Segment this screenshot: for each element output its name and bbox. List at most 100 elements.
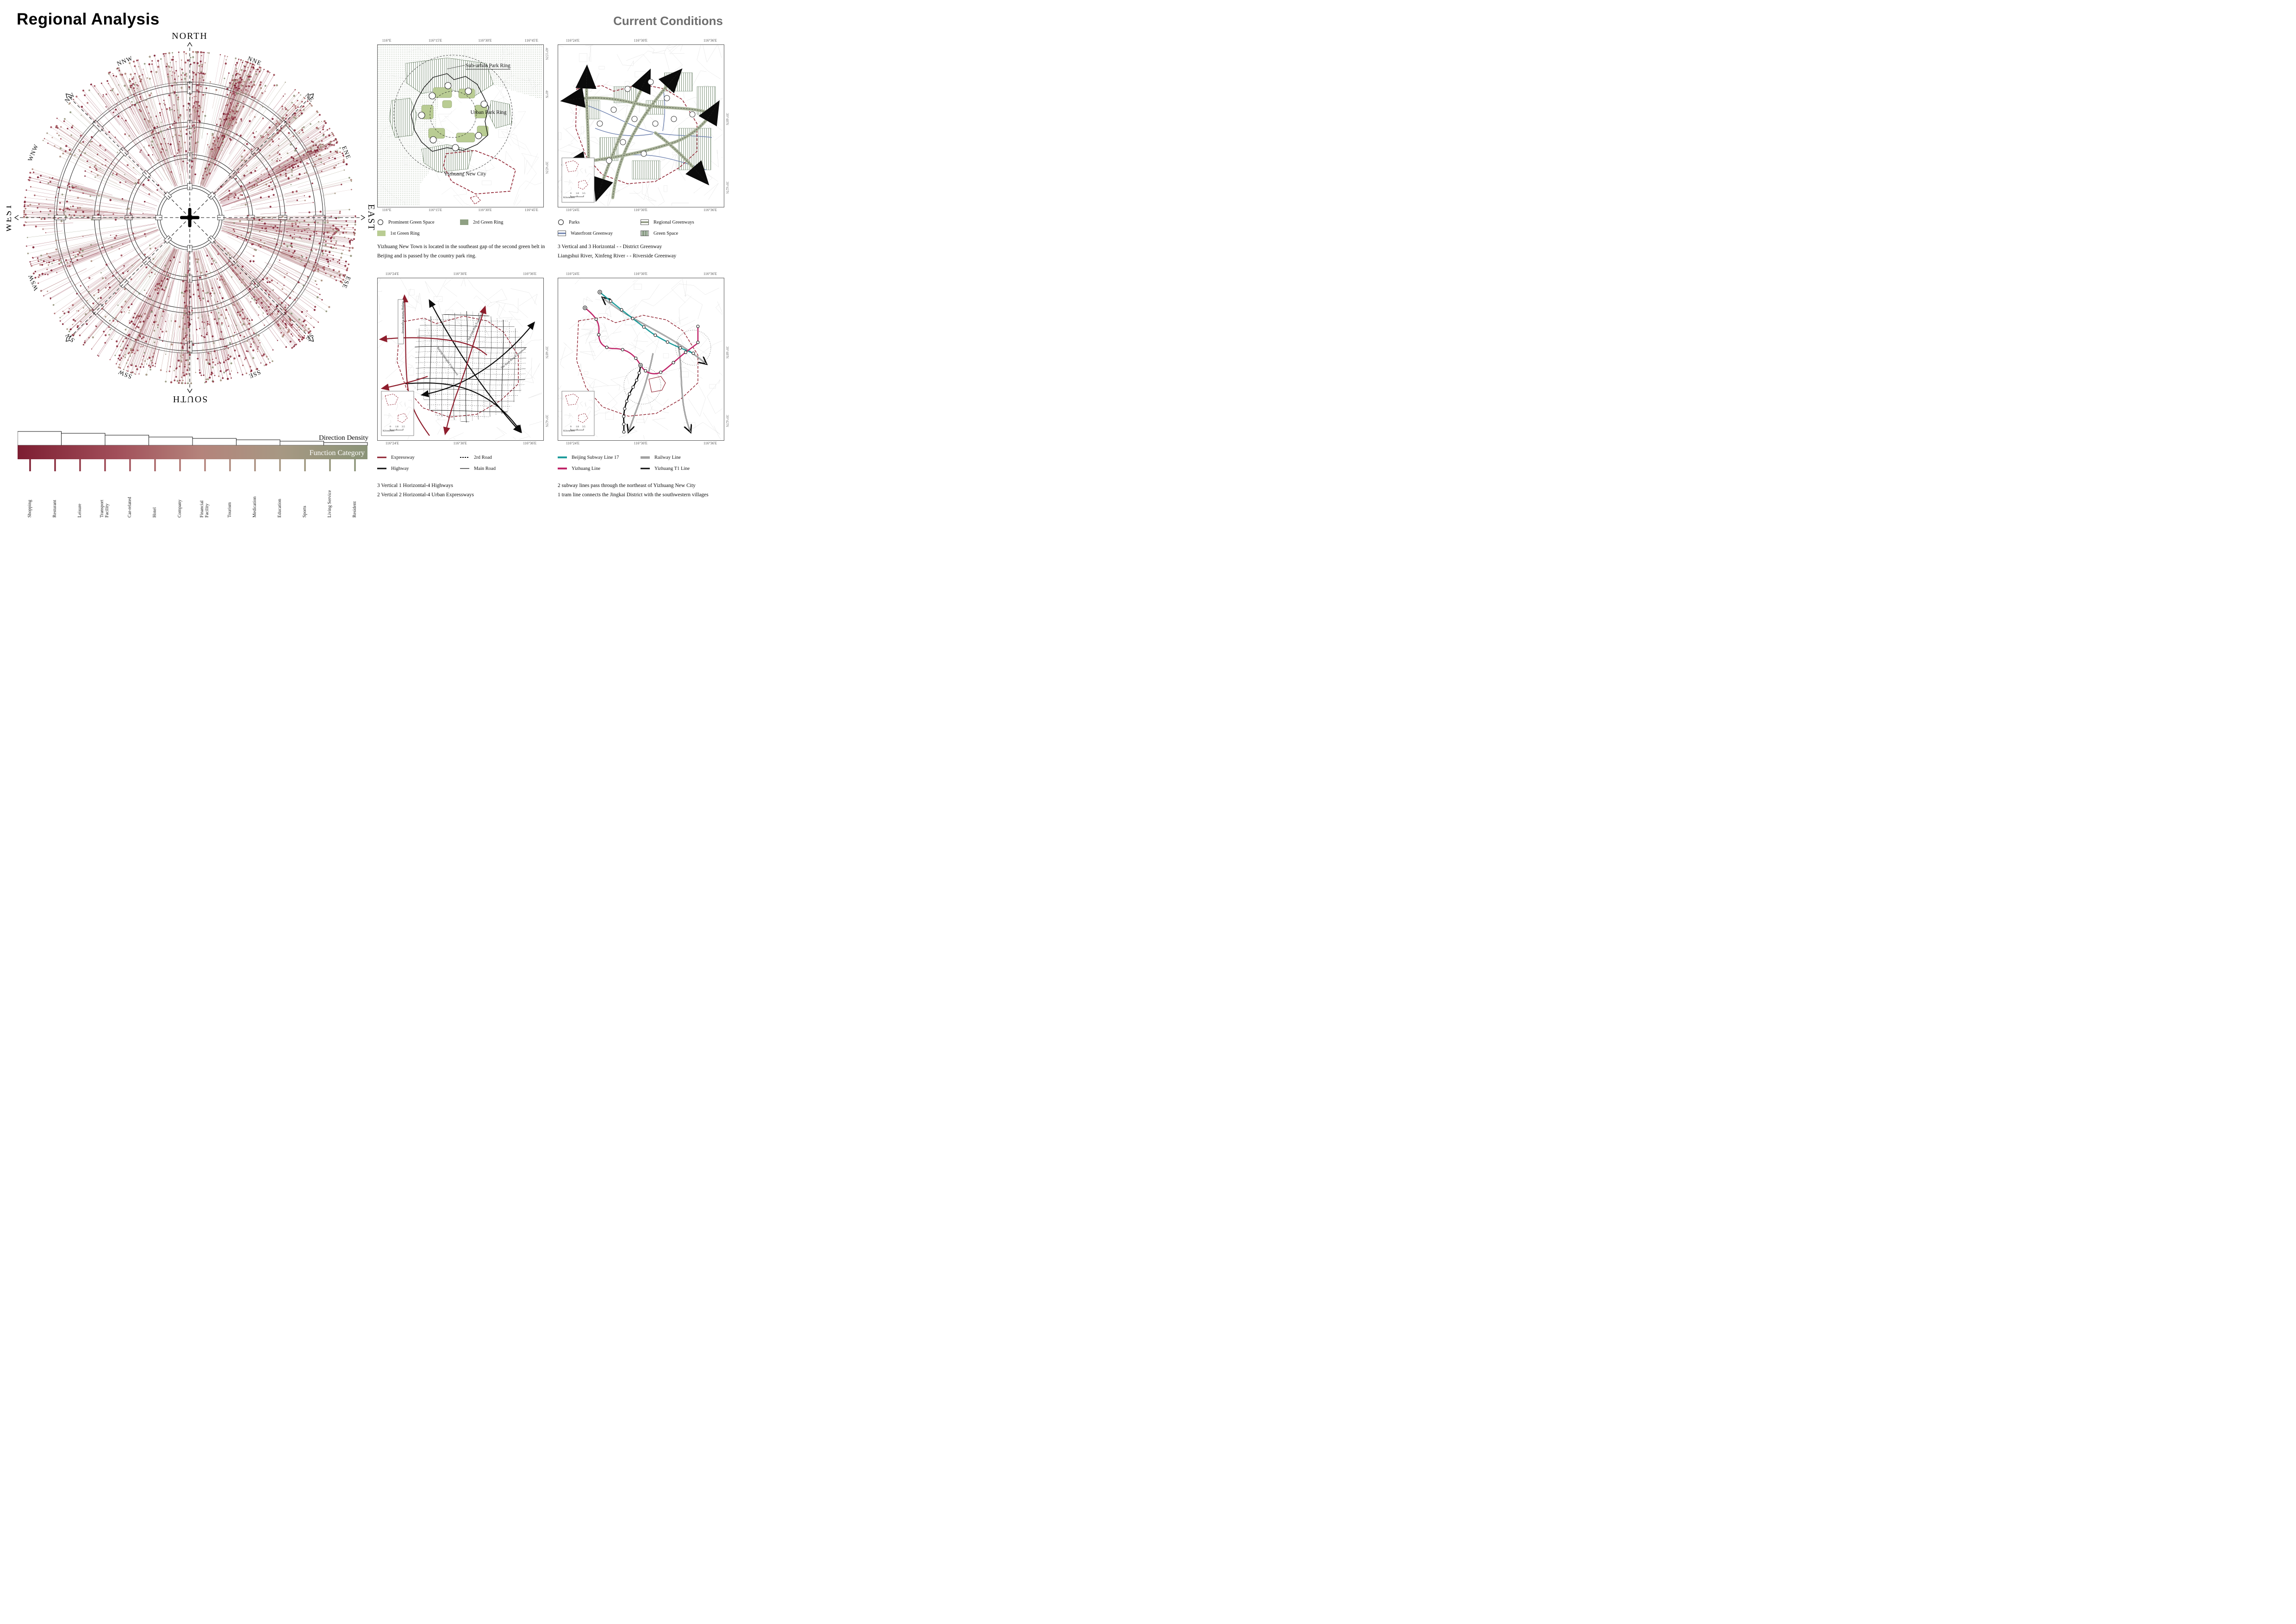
- coord-label: 116°E: [382, 38, 392, 43]
- coord-label: 116°24'E: [385, 441, 399, 445]
- function-category-label: Function Category: [309, 449, 365, 457]
- legend-item: Green Space: [641, 231, 723, 236]
- axis-arrow-icon: [14, 215, 19, 220]
- line-red-icon: [377, 456, 386, 459]
- coord-label: 116°15'E: [428, 208, 442, 212]
- compass-label-ssw: SSW: [117, 369, 133, 381]
- subway-line-17: [597, 290, 695, 355]
- scale-tick: 1.8: [576, 192, 579, 195]
- category-gradient-bar: [18, 445, 367, 459]
- legend-item: 2rd Road: [460, 455, 543, 460]
- line-railway-icon: [641, 456, 650, 459]
- density-step: [280, 441, 324, 446]
- urban-park-ring-circle: [429, 91, 477, 138]
- coord-label: 40°N: [545, 90, 549, 98]
- focus-circle: [675, 330, 711, 366]
- map-transit-caption: 2 subway lines pass through the northeas…: [558, 481, 730, 500]
- density-step: [61, 433, 106, 446]
- legend-label: Prominent Green Space: [388, 219, 435, 225]
- yizhuang-line: [583, 306, 700, 375]
- map-roads-frame: 0 1.8 3.5 Kilometers Beijing-Taiwan Express…: [377, 278, 544, 441]
- circle-icon: [558, 219, 564, 225]
- coord-label: 39°48'N: [725, 346, 729, 359]
- coord-label: 116°30'E: [634, 208, 647, 212]
- page-subtitle: Current Conditions: [613, 14, 723, 28]
- coord-label: 116°30'E: [478, 38, 492, 43]
- legend-label: Highway: [391, 466, 409, 471]
- axis-arrow-icon: [65, 337, 71, 342]
- coord-label: 116°30'E: [634, 441, 647, 445]
- density-step: [105, 435, 149, 446]
- category-tick: [129, 459, 131, 471]
- page-title: Regional Analysis: [17, 10, 160, 28]
- category-tick: [329, 459, 331, 471]
- axis-arrow-icon: [361, 215, 366, 220]
- legend-item: 2rd Green Ring: [460, 219, 543, 225]
- legend-item: Expressway: [377, 455, 460, 460]
- category-tick: [204, 459, 206, 471]
- legend-item: Highway: [377, 466, 460, 471]
- coord-label: 116°45'E: [524, 38, 538, 43]
- scale-unit: Kilometers: [563, 430, 575, 432]
- legend-item: Regional Greenways: [641, 219, 723, 225]
- category-label: Shopping: [27, 500, 32, 518]
- scale-tick: 1.8: [395, 425, 398, 428]
- caption-line: 2 subway lines pass through the northeas…: [558, 483, 696, 488]
- coord-label: 116°30'E: [634, 38, 647, 43]
- coord-label: 116°30'E: [453, 272, 467, 276]
- legend-item: 1st Green Ring: [377, 231, 460, 236]
- second-green-ring-areas: [389, 57, 512, 173]
- legend-label: Yizhuang Line: [572, 466, 601, 471]
- compass-label-east: EAST: [366, 204, 376, 231]
- legend-label: Yizhuang T1 Line: [654, 466, 690, 471]
- category-label: Transport Facility: [100, 500, 110, 518]
- green-space-areas: [585, 72, 716, 180]
- map-greenways-legend: Parks Regional Greenways Waterfront Greenw…: [558, 217, 723, 239]
- category-label: Resturant: [52, 500, 57, 518]
- legend-item: Waterfront Greenway: [558, 231, 641, 236]
- map-roads-legend: Expressway 2rd Road Highway Main Road: [377, 452, 543, 474]
- radial-chart-svg: NORTHNNENEENEEASTESESESSESOUTHSSWSWWSWWE…: [3, 31, 376, 404]
- category-tick: [29, 459, 31, 471]
- map-green-rings-legend: Prominent Green Space 2rd Green Ring 1st G…: [377, 217, 543, 239]
- coord-label: 39°42'N: [545, 414, 549, 427]
- gradient-legend-svg: [17, 431, 368, 471]
- axis-arrow-icon: [187, 388, 193, 394]
- urban-park-ring-label: Urban Park Ring: [470, 110, 507, 115]
- legend-item: Railway Line: [641, 455, 723, 460]
- legend-label: Parks: [569, 219, 580, 225]
- map-transit: 0 1.8 3.5 Kilometers Beijing Subway Line 17…: [558, 272, 729, 498]
- yizhuang-new-city-label: Yizhuang New City: [444, 171, 486, 177]
- coord-label: 116°36'E: [703, 272, 717, 276]
- map-roads: 0 1.8 3.5 Kilometers Beijing-Taiwan Express…: [377, 272, 549, 498]
- legend-label: Regional Greenways: [653, 219, 694, 225]
- legend-item: Prominent Green Space: [377, 219, 460, 225]
- category-label: Company: [177, 500, 182, 518]
- map-transit-svg: 0 1.8 3.5 Kilometers: [558, 278, 723, 439]
- density-step: [324, 442, 368, 446]
- map-green-rings-svg: [378, 45, 542, 206]
- map-greenways-svg: 0 1.8 3.5 Kilometers: [558, 45, 723, 206]
- category-label: Financial Facility: [199, 500, 210, 518]
- legend-label: Beijing Subway Line 17: [572, 455, 619, 460]
- compass-label-nnw: NNW: [116, 55, 134, 68]
- category-tick: [54, 459, 56, 471]
- density-step: [236, 439, 280, 446]
- scale-unit: Kilometers: [383, 430, 394, 432]
- density-step: [17, 431, 62, 446]
- coord-label: 116°24'E: [566, 441, 580, 445]
- coord-label: 116°36'E: [703, 38, 717, 43]
- category-label: Education: [277, 499, 282, 518]
- scale-tick: 0: [570, 425, 572, 428]
- map-green-rings-frame: Sub-urban Park Ring Urban Park Ring Yizh…: [377, 44, 544, 207]
- focus-circle: [623, 367, 661, 405]
- scale-tick: 0: [570, 192, 572, 195]
- yizhuang-t1-line: [622, 363, 643, 434]
- category-tick: [179, 459, 181, 471]
- coord-label: 39°48'N: [545, 346, 549, 359]
- beijing-shanghai-expressway-label: Beijing-Shanghai Expressway: [436, 346, 459, 376]
- suburban-park-ring-label: Sub-urban Park Ring: [465, 62, 510, 69]
- compass-label-wsw: WSW: [26, 273, 39, 292]
